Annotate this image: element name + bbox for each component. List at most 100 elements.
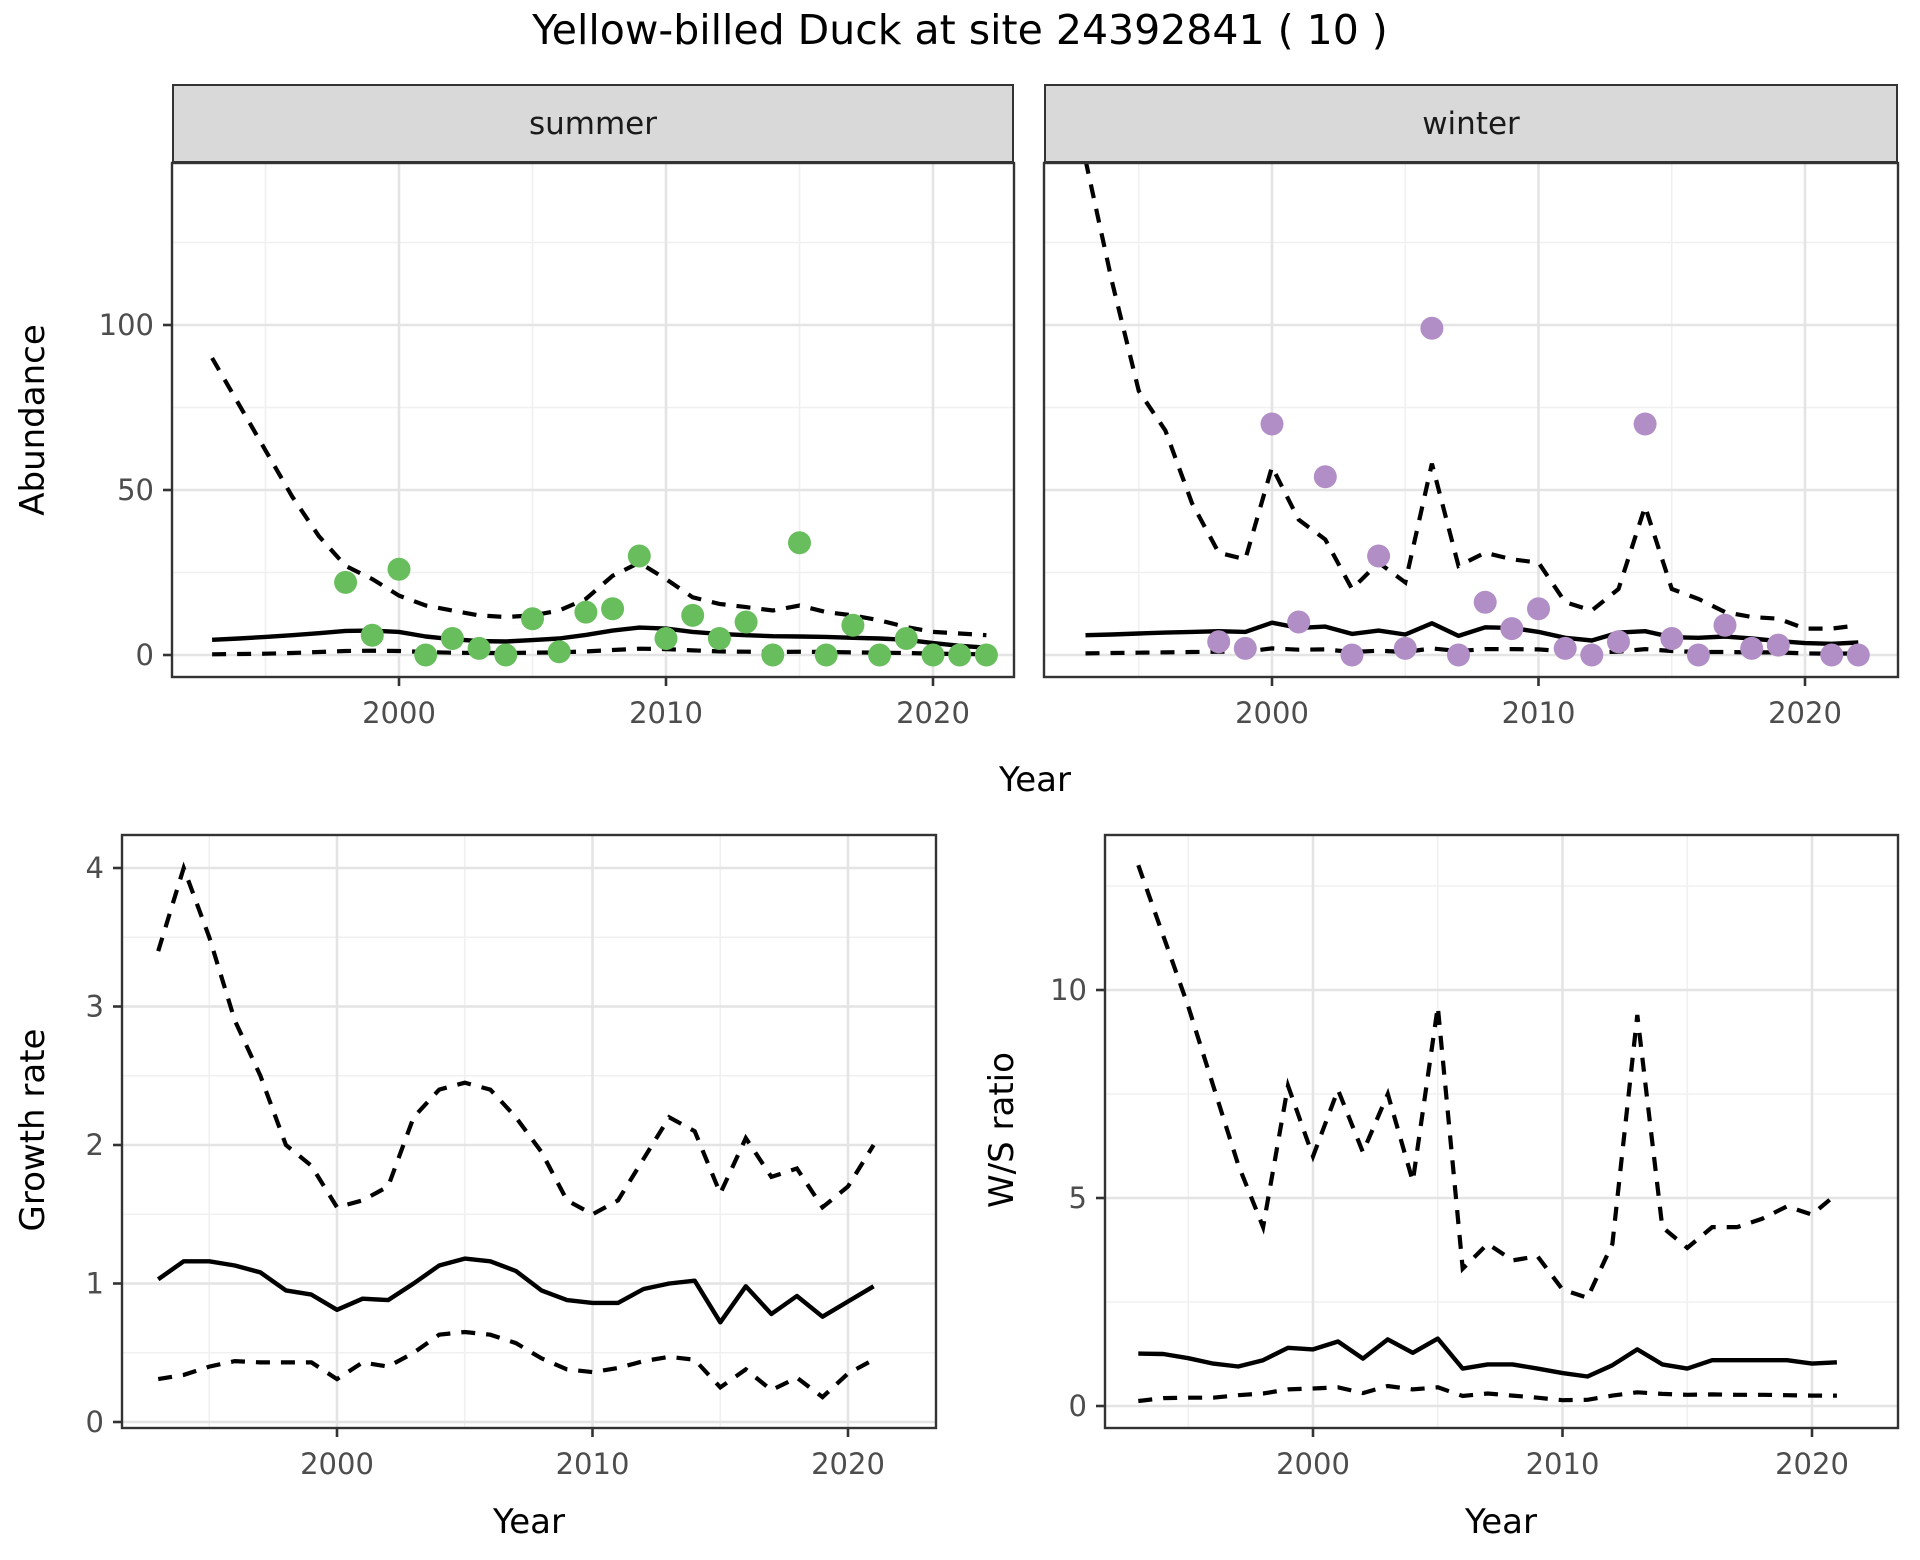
- y-axis-title-growth-rate: Growth rate: [13, 1028, 53, 1232]
- data-point: [1473, 590, 1497, 614]
- mean-line: [211, 625, 987, 650]
- y-tick-label: 4: [86, 851, 104, 885]
- data-point: [788, 531, 811, 555]
- data-point: [1553, 636, 1577, 660]
- data-point: [1766, 633, 1790, 657]
- data-point: [387, 557, 411, 581]
- y-axis-title-ws-ratio: W/S ratio: [982, 1052, 1022, 1208]
- panel-border: [1103, 833, 1900, 1430]
- data-point: [1820, 643, 1844, 667]
- panel-background: [122, 835, 936, 1428]
- panel-winter: 2000 2010 2020: [1042, 161, 1900, 730]
- x-tick-label: 2000: [362, 696, 436, 730]
- y-tick-label: 100: [99, 308, 154, 342]
- data-point: [894, 627, 918, 650]
- panel-summer: 2000 2010 2020 0 50 100: [99, 161, 1016, 730]
- panel-border: [1042, 161, 1900, 679]
- mean-line: [156, 1256, 875, 1325]
- panel-ws: 2000 2010 2020 0 5 10: [1050, 833, 1900, 1481]
- data-point: [521, 607, 544, 631]
- y-tick-label: 0: [86, 1405, 104, 1439]
- panel-border: [120, 833, 938, 1430]
- data-point: [1340, 643, 1364, 667]
- x-tick-label: 2020: [1775, 1447, 1849, 1481]
- data-point: [1580, 643, 1604, 667]
- data-point: [681, 603, 705, 627]
- data-point: [1393, 636, 1417, 660]
- data-point: [1846, 643, 1870, 667]
- x-tick-label: 2010: [1502, 696, 1576, 730]
- x-tick-label: 2000: [1235, 696, 1309, 730]
- data-point: [1527, 597, 1550, 621]
- data-point: [1367, 544, 1391, 568]
- data-point: [547, 640, 571, 664]
- panel-background: [172, 163, 1014, 677]
- panel-border: [170, 161, 1016, 679]
- panel-background: [1044, 163, 1898, 677]
- series-group: [156, 861, 876, 1400]
- x-tick-label: 2010: [1526, 1447, 1600, 1481]
- data-point: [574, 600, 598, 624]
- x-tick-label: 2020: [1768, 696, 1842, 730]
- data-point: [1500, 617, 1524, 641]
- data-point: [467, 636, 491, 660]
- upper-ci-line: [1136, 864, 1839, 1301]
- y-tick-label: 5: [1069, 1181, 1087, 1215]
- y-tick-label: 0: [136, 638, 154, 672]
- data-point: [1633, 412, 1657, 436]
- x-tick-label: 2020: [811, 1447, 885, 1481]
- data-point: [1287, 610, 1311, 634]
- data-point: [948, 643, 972, 667]
- x-axis-title-year-top: Year: [999, 760, 1071, 800]
- upper-ci-line: [156, 861, 876, 1217]
- upper-ci-line: [1084, 163, 1859, 631]
- data-point: [1260, 412, 1284, 436]
- data-point: [1713, 613, 1737, 637]
- series-group: [1136, 864, 1839, 1404]
- data-point: [494, 643, 518, 667]
- facet-strip-summer: summer: [172, 84, 1014, 163]
- y-tick-label: 50: [117, 473, 154, 507]
- data-point: [1740, 636, 1764, 660]
- data-point: [814, 643, 838, 667]
- series-group: [210, 356, 998, 667]
- panel-growth: 2000 2010 2020 0 1 2 3 4: [86, 833, 938, 1481]
- data-point: [1233, 636, 1257, 660]
- x-tick-label: 2020: [896, 696, 970, 730]
- mean-line: [1138, 1336, 1838, 1379]
- data-point: [601, 597, 625, 621]
- lower-ci-line: [157, 1329, 875, 1400]
- y-tick-label: 2: [86, 1128, 104, 1162]
- lower-ci-line: [212, 646, 987, 657]
- x-tick-label: 2000: [300, 1447, 374, 1481]
- facet-strip-winter: winter: [1044, 84, 1898, 163]
- y-tick-label: 0: [1069, 1389, 1087, 1423]
- x-tick-label: 2010: [629, 696, 703, 730]
- data-point: [1420, 316, 1444, 340]
- data-point: [360, 623, 384, 647]
- x-axis-title-year-bottom-left: Year: [493, 1502, 565, 1542]
- y-tick-label: 10: [1050, 973, 1087, 1007]
- data-point: [627, 544, 651, 568]
- data-point: [921, 643, 945, 667]
- facet-strip-summer-label: summer: [528, 105, 657, 142]
- series-group: [1084, 163, 1870, 667]
- data-point: [841, 613, 865, 637]
- y-axis-title-abundance: Abundance: [13, 324, 53, 516]
- data-point: [761, 643, 785, 667]
- panel-background: [1105, 835, 1898, 1428]
- figure-title: Yellow-billed Duck at site 24392841 ( 10…: [532, 6, 1388, 54]
- facet-strip-winter-label: winter: [1422, 105, 1520, 142]
- data-point: [1686, 643, 1710, 667]
- data-point: [414, 643, 438, 667]
- data-point: [1607, 630, 1630, 654]
- data-point: [868, 643, 892, 667]
- y-tick-label: 3: [86, 990, 104, 1024]
- y-tick-label: 1: [86, 1267, 104, 1301]
- x-axis-title-year-bottom-right: Year: [1465, 1502, 1537, 1542]
- data-point: [734, 610, 758, 634]
- data-point: [1313, 465, 1337, 489]
- data-point: [1447, 643, 1470, 667]
